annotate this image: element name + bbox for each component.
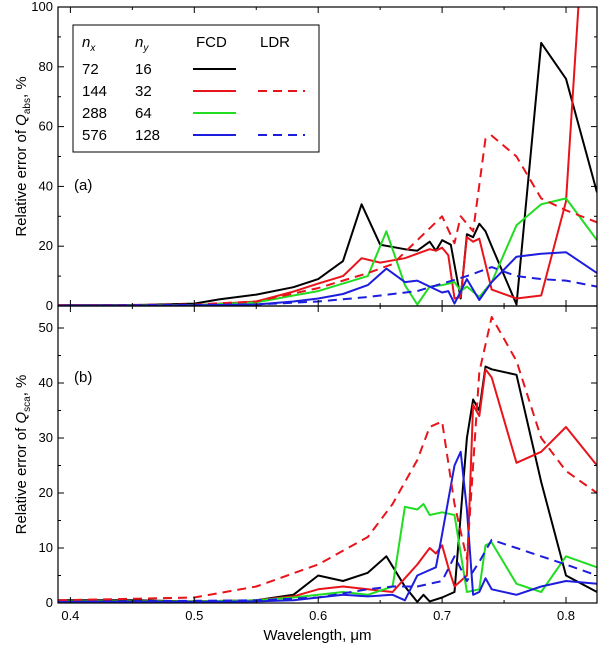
series-line-fcd-144x32	[58, 7, 580, 306]
series-line-ldr-144x32	[58, 316, 597, 602]
legend-header-nx: nx	[82, 34, 96, 54]
x-tick-label: 0.4	[61, 608, 79, 623]
y-axis-label: Relative error of Qsca, %	[13, 375, 33, 535]
y-axis-label-sub: sca	[22, 396, 33, 412]
y-axis-label-prefix: Relative error of	[13, 424, 30, 535]
legend-ny: 32	[135, 83, 152, 100]
y-axis-label-suffix: , %	[13, 375, 30, 397]
x-tick-label: 0.6	[309, 608, 327, 623]
legend-nx: 576	[82, 127, 107, 144]
y-axis-label-q: Q	[13, 412, 30, 424]
legend-ny: 16	[135, 61, 152, 78]
panel-b: 0 10 20 30 40 50 0.4 0.5 0.6 0.7 0.8 (b) Relative er…	[13, 305, 598, 644]
legend-header-ldr: LDR	[260, 34, 290, 51]
y-axis-label-suffix: , %	[13, 76, 30, 98]
legend-nx: 72	[82, 61, 99, 78]
panel-a: 0 20 40 60 80 100 (a) Relative error of Qabs, %	[13, 0, 598, 313]
series-line-fcd-288x64	[58, 197, 597, 306]
series-line-fcd-72x16	[58, 365, 597, 603]
series-line-fcd-288x64	[58, 503, 597, 603]
legend-header-ny: ny	[135, 34, 149, 54]
y-tick-label: 0	[46, 595, 53, 610]
legend-ny: 64	[135, 105, 152, 122]
legend: nx ny FCD LDR 72 16 144 32 288 64 576 128	[72, 24, 320, 153]
y-tick-label: 100	[31, 0, 53, 14]
legend-ny: 128	[135, 127, 160, 144]
y-tick-label: 60	[39, 119, 53, 134]
y-tick-label: 30	[39, 430, 53, 445]
plot-frame	[57, 305, 598, 604]
y-tick-label: 20	[39, 485, 53, 500]
y-tick-label: 80	[39, 59, 53, 74]
legend-box	[72, 24, 320, 153]
y-axis-label-q: Q	[13, 114, 30, 126]
y-tick-label: 40	[39, 178, 53, 193]
y-axis-label-sub: abs	[22, 98, 33, 114]
series-line-ldr-144x32	[58, 134, 597, 306]
x-tick-label: 0.7	[433, 608, 451, 623]
x-tick-label: 0.5	[185, 608, 203, 623]
y-tick-label: 0	[46, 298, 53, 313]
series-line-fcd-144x32	[58, 368, 597, 603]
y-axis-label-prefix: Relative error of	[13, 126, 30, 237]
y-axis-label: Relative error of Qabs, %	[13, 76, 33, 236]
series-group	[58, 316, 597, 603]
panel-label: (a)	[74, 177, 92, 194]
y-tick-label: 10	[39, 540, 53, 555]
series-line-fcd-72x16	[58, 41, 597, 306]
series-line-fcd-576x128	[58, 450, 597, 603]
x-tick-label: 0.8	[557, 608, 575, 623]
y-tick-label: 50	[39, 320, 53, 335]
legend-header-fcd: FCD	[196, 34, 227, 51]
legend-nx: 288	[82, 105, 107, 122]
panel-label: (b)	[74, 369, 92, 386]
y-tick-label: 20	[39, 238, 53, 253]
y-tick-label: 40	[39, 375, 53, 390]
x-axis-label: Wavelength, μm	[263, 627, 371, 644]
series-line-ldr-576x128	[58, 538, 597, 603]
legend-nx: 144	[82, 83, 107, 100]
